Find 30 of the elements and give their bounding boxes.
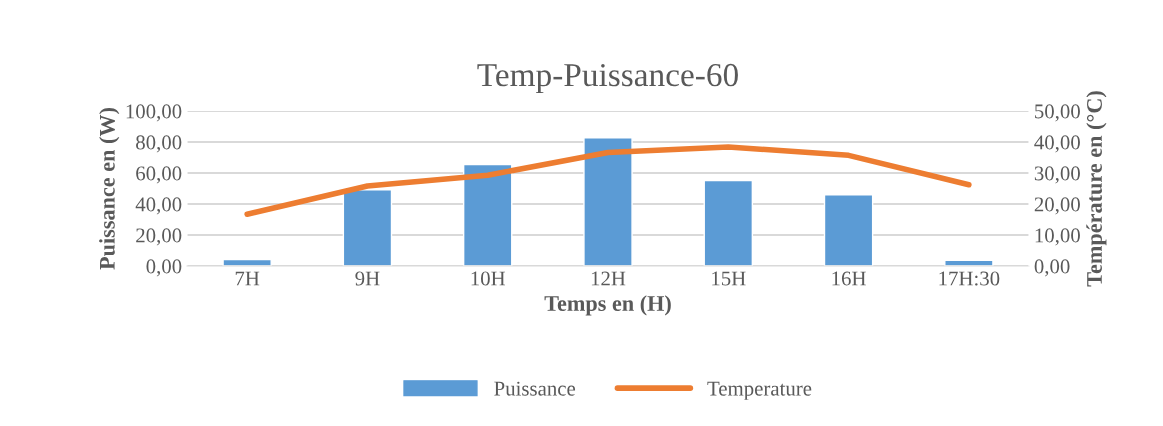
y2-tick-label: 50,00 bbox=[1035, 104, 1080, 122]
y-tick-label: 0,00 bbox=[146, 259, 182, 277]
y-axis-title: Puissance en (W) bbox=[99, 108, 120, 270]
x-tick-label: 15H bbox=[712, 271, 746, 286]
bar bbox=[342, 189, 393, 266]
y2-tick-label: 10,00 bbox=[1035, 228, 1080, 246]
bar bbox=[462, 163, 513, 266]
bar bbox=[703, 179, 754, 266]
y2-tick-label: 20,00 bbox=[1034, 197, 1080, 215]
x-tick-label: 12H bbox=[591, 271, 626, 286]
x-tick-label: 17H:30 bbox=[939, 271, 1000, 286]
y2-tick-label: 0,00 bbox=[1034, 259, 1070, 277]
y-tick-label: 60,00 bbox=[136, 166, 182, 184]
legend-label: Puissance bbox=[494, 381, 576, 396]
y-tick-label: 20,00 bbox=[136, 228, 182, 246]
y2-axis-title: Température en (°C) bbox=[1086, 91, 1107, 287]
y-tick-label: 100,00 bbox=[126, 104, 182, 122]
x-tick-label: 7H bbox=[235, 271, 260, 286]
y2-tick-label: 40,00 bbox=[1034, 135, 1080, 153]
y2-tick-label: 30,00 bbox=[1034, 166, 1080, 184]
bar bbox=[583, 137, 633, 266]
bar bbox=[823, 194, 874, 266]
x-tick-label: 16H bbox=[832, 271, 866, 286]
x-axis-title: Temps en (H) bbox=[544, 295, 671, 316]
legend-label: Temperature bbox=[707, 381, 812, 400]
x-tick-label: 10H bbox=[471, 271, 506, 286]
y-tick-label: 40,00 bbox=[135, 197, 182, 215]
x-tick-label: 9H bbox=[355, 271, 380, 286]
y-tick-label: 80,00 bbox=[136, 135, 182, 153]
chart-title: Temp-Puissance-60 bbox=[477, 63, 738, 94]
